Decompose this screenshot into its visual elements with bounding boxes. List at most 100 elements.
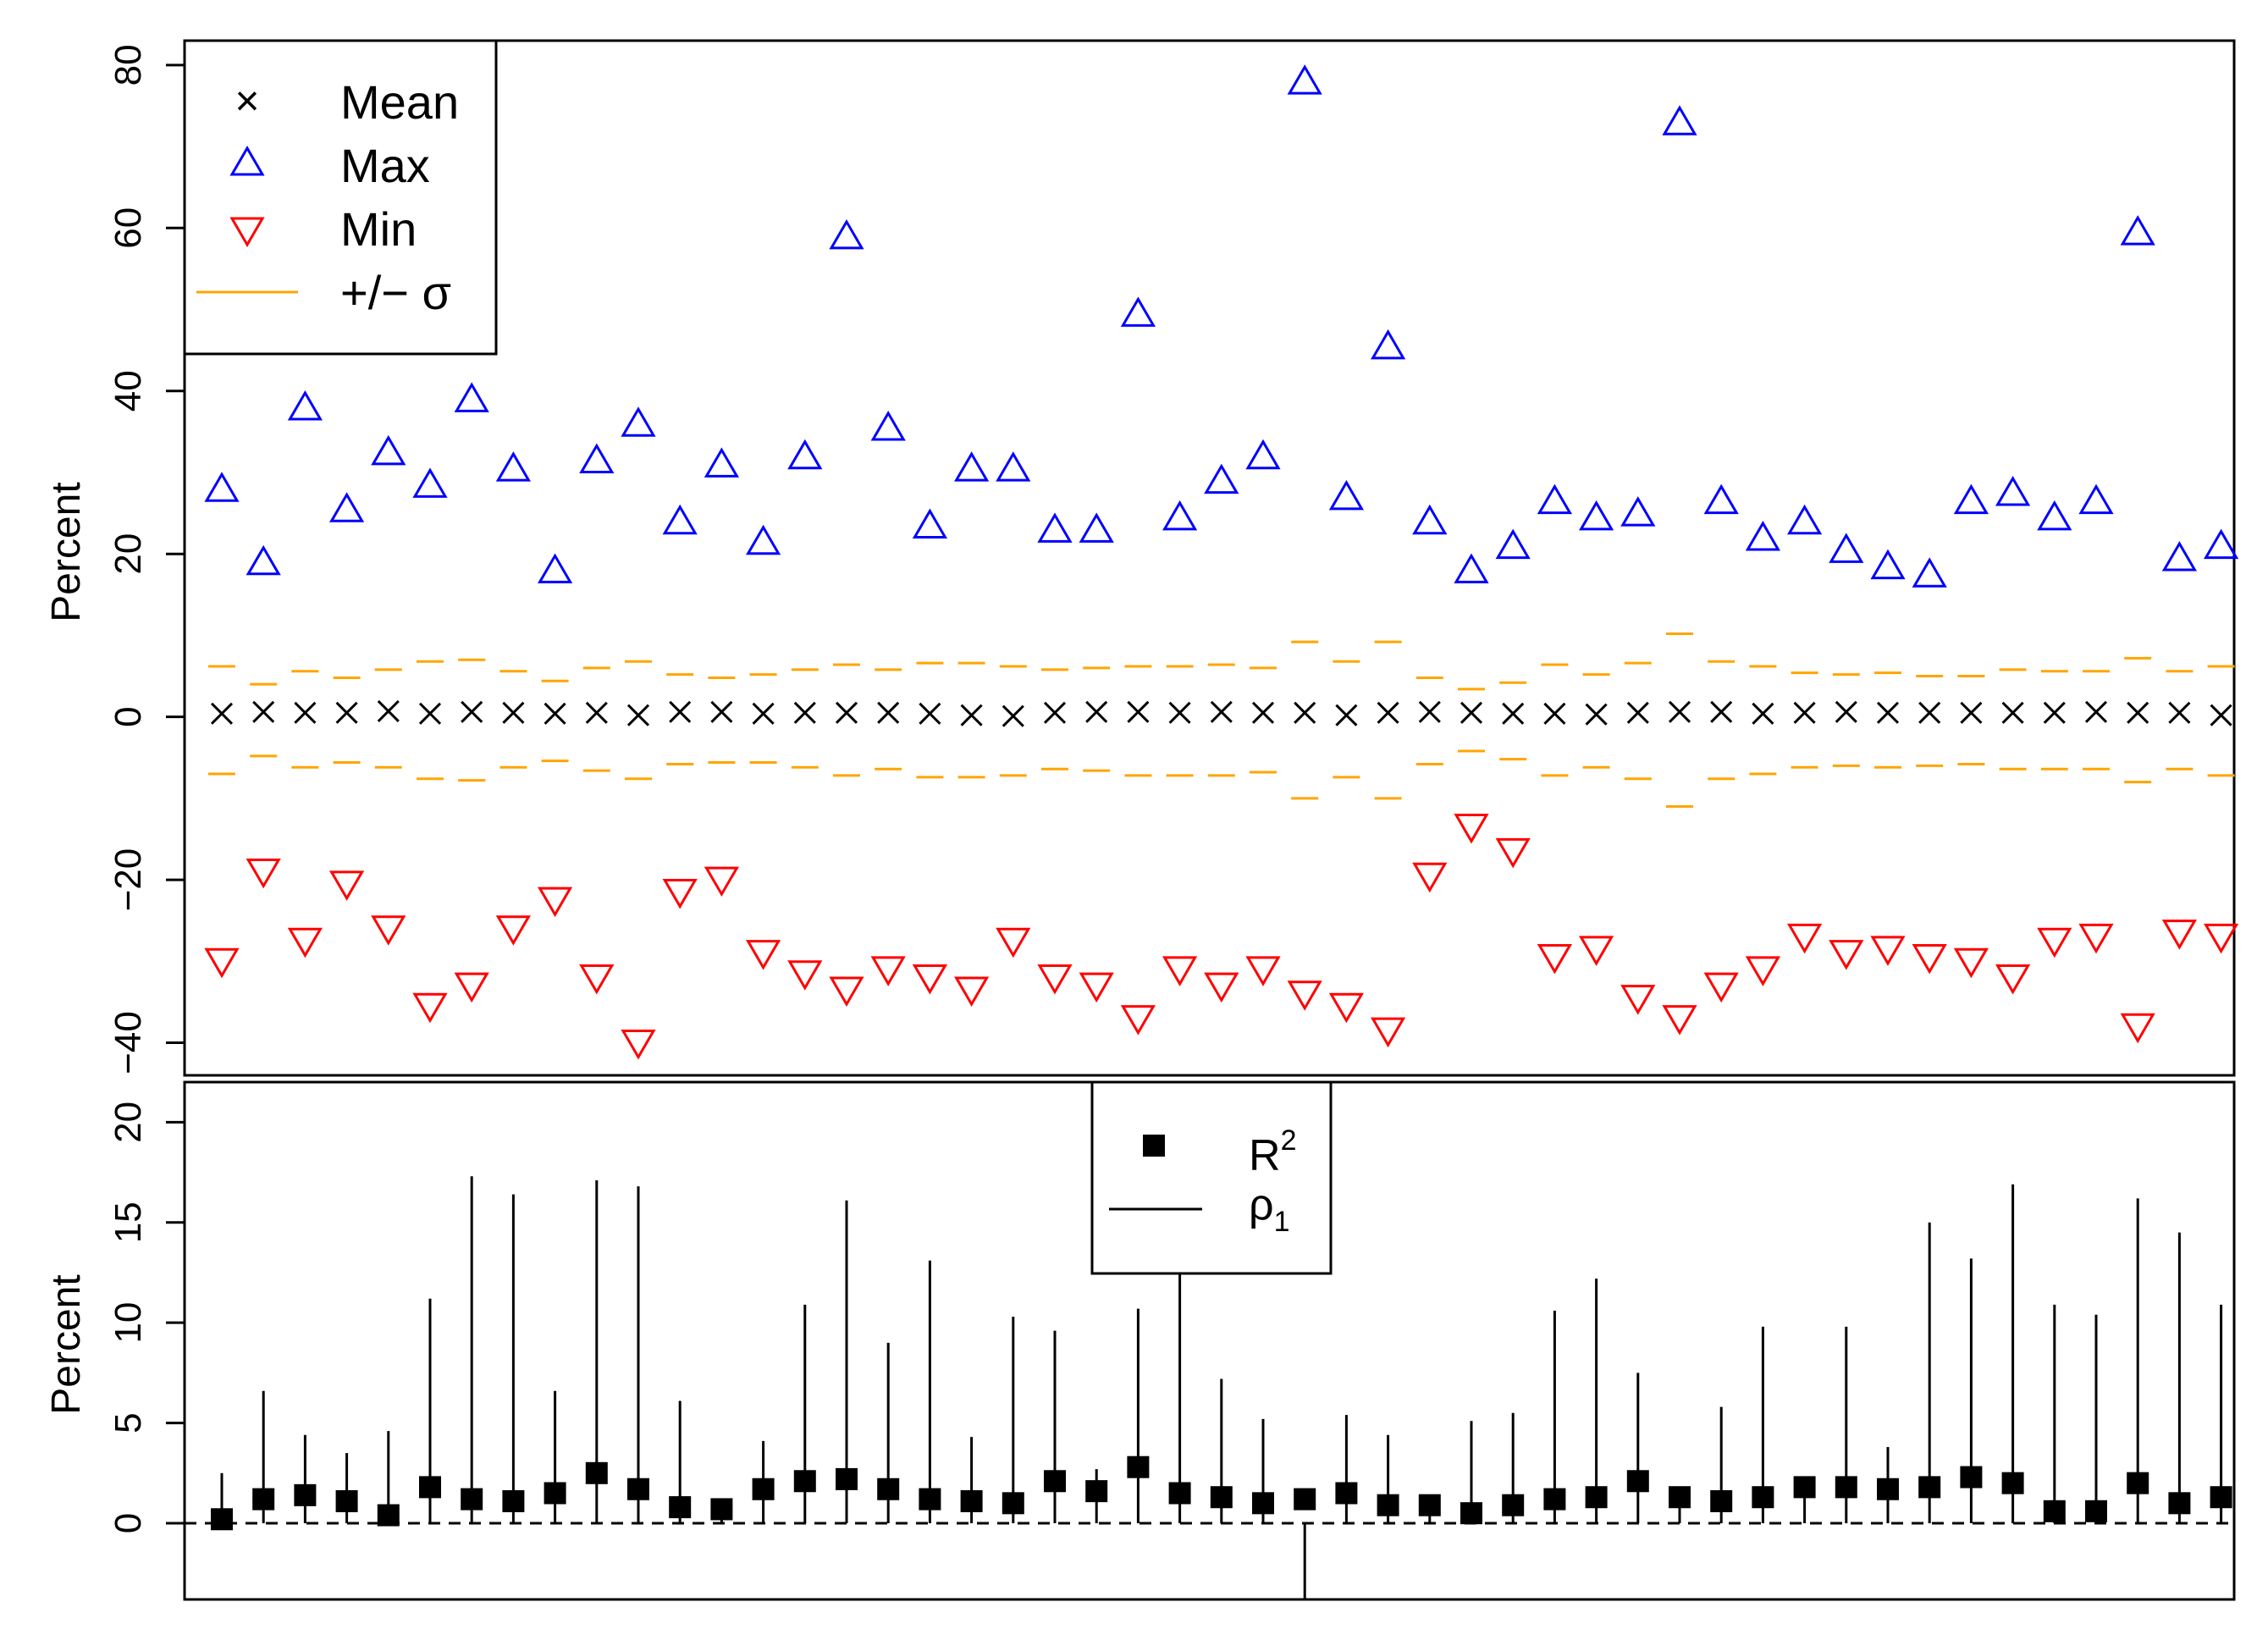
max-point <box>1079 512 1114 543</box>
min-point <box>1245 956 1281 986</box>
min-point <box>2120 1013 2155 1044</box>
r2-point <box>1793 1476 1816 1499</box>
legend-rho-subscript: 1 <box>1274 1206 1290 1238</box>
min-point <box>787 960 823 991</box>
r2-point <box>211 1508 233 1531</box>
max-point <box>745 524 781 555</box>
r2-point <box>1127 1455 1150 1478</box>
mean-point <box>960 704 983 726</box>
min-point <box>2203 923 2239 954</box>
r2-point <box>461 1488 483 1511</box>
top-y-tick-label: −20 <box>108 848 149 912</box>
max-point <box>2203 528 2239 560</box>
mean-point <box>2001 701 2024 724</box>
min-point <box>1287 980 1322 1011</box>
mean-point <box>877 701 900 724</box>
min-point <box>621 1030 656 1060</box>
min-point <box>704 866 740 898</box>
r2-point <box>919 1488 941 1511</box>
r2-point <box>252 1488 275 1511</box>
mean-point <box>1377 701 1399 724</box>
r2-point <box>793 1470 816 1493</box>
max-point <box>1953 483 1989 515</box>
mean-point <box>418 702 442 725</box>
r2-point <box>710 1498 733 1521</box>
mean-point <box>2210 704 2232 726</box>
mean-point <box>377 699 400 722</box>
max-point <box>371 434 406 466</box>
min-point <box>454 972 489 1003</box>
r2-point <box>1335 1482 1358 1505</box>
bottom-legend-box <box>1090 1080 1333 1275</box>
r2-point <box>1669 1486 1691 1509</box>
min-point <box>745 940 781 970</box>
mean-point <box>835 701 858 724</box>
r2-point <box>1168 1482 1191 1505</box>
min-point <box>1829 940 1864 970</box>
r2-point <box>669 1496 692 1519</box>
min-point <box>2078 923 2114 954</box>
r2-point <box>502 1489 525 1512</box>
min-point <box>1870 936 1906 966</box>
mean-point <box>1752 702 1774 725</box>
mean-point <box>1460 701 1483 724</box>
min-point <box>579 964 615 995</box>
bottom-series-group <box>211 1176 2232 1599</box>
min-point <box>912 964 948 995</box>
legend-r2-label: R2 <box>1249 1124 1296 1180</box>
mean-point <box>335 701 358 724</box>
max-point <box>1829 533 1864 563</box>
r2-point <box>377 1504 400 1527</box>
min-point <box>287 927 323 958</box>
mean-point <box>1876 701 1900 724</box>
max-point <box>2161 541 2198 572</box>
legend-max-label: Max <box>340 139 430 192</box>
bottom-panel: 0 5 10 15 20 Percent R2 ρ1 <box>44 1080 2236 1601</box>
r2-point <box>1752 1486 1774 1509</box>
r2-point <box>335 1489 358 1512</box>
bottom-y-axis-label: Percent <box>44 1274 89 1414</box>
legend-max-icon <box>229 146 265 176</box>
r2-point <box>1502 1494 1525 1516</box>
top-y-tick-label: −40 <box>108 1011 149 1074</box>
r2-point <box>1002 1492 1024 1515</box>
top-y-tick-label: 40 <box>108 370 149 412</box>
legend-min-icon <box>229 217 265 247</box>
r2-point <box>1835 1476 1857 1499</box>
min-point <box>412 992 448 1024</box>
min-point <box>1079 972 1114 1003</box>
max-point <box>454 382 489 412</box>
bottom-legend: R2 ρ1 <box>1090 1080 1333 1275</box>
max-point <box>1870 549 1906 580</box>
r2-point <box>1918 1476 1941 1499</box>
max-point <box>870 411 906 441</box>
min-point <box>1537 943 1573 975</box>
max-point <box>1912 557 1947 588</box>
top-y-tick-label: 80 <box>108 44 149 86</box>
top-panel: −40 −20 0 20 40 60 80 Percent × Mean Max Min +… <box>44 39 2239 1077</box>
r2-point <box>1460 1502 1482 1525</box>
min-point <box>1953 947 1989 979</box>
r2-point <box>1626 1470 1649 1493</box>
mean-point <box>669 700 692 723</box>
bottom-y-axis: 0 5 10 15 20 <box>108 1102 186 1533</box>
max-point <box>1287 64 1322 95</box>
mean-point <box>710 700 733 723</box>
mean-point <box>252 700 275 723</box>
r2-point <box>544 1482 566 1505</box>
legend-r2-icon <box>1143 1135 1165 1157</box>
min-point <box>1120 1005 1156 1036</box>
r2-point <box>2210 1486 2232 1509</box>
min-point <box>537 887 573 918</box>
min-point <box>204 947 240 979</box>
max-point <box>662 504 698 535</box>
r2-point <box>1710 1489 1733 1512</box>
r2-point <box>1377 1494 1399 1516</box>
max-point <box>1786 504 1823 535</box>
min-point <box>1370 1017 1406 1048</box>
max-point <box>704 447 740 478</box>
mean-point <box>1294 701 1316 724</box>
max-point <box>1245 439 1281 470</box>
r2-point <box>2085 1500 2107 1522</box>
